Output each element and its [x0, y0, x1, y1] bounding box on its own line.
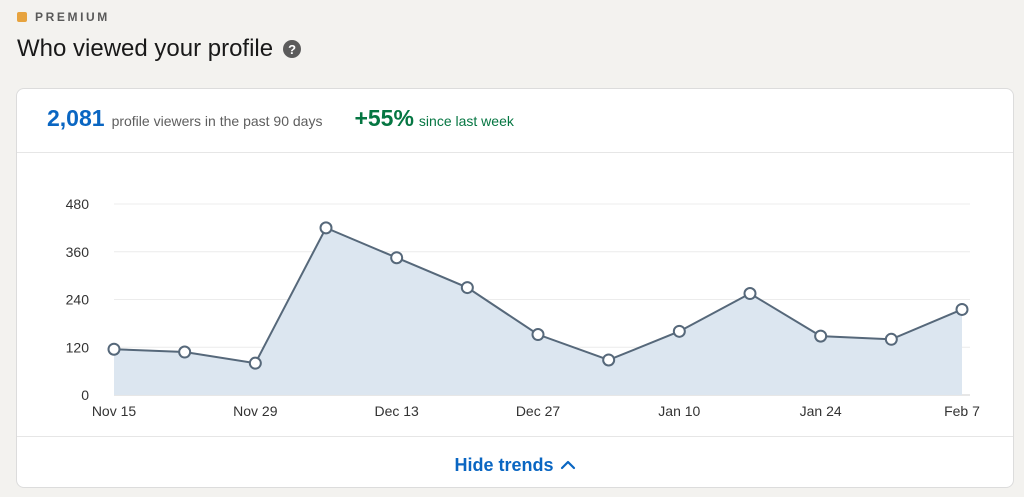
y-tick-label: 480	[66, 196, 90, 212]
data-point	[674, 326, 685, 337]
data-point	[533, 329, 544, 340]
x-tick-label: Feb 7	[944, 403, 980, 419]
y-tick-label: 0	[81, 387, 89, 403]
data-point	[179, 347, 190, 358]
x-tick-label: Jan 24	[800, 403, 842, 419]
question-circle-icon[interactable]: ?	[283, 40, 301, 58]
chevron-up-icon	[560, 457, 576, 473]
profile-views-card: 2,081 profile viewers in the past 90 day…	[16, 88, 1014, 488]
data-point	[957, 304, 968, 315]
y-tick-label: 120	[66, 339, 90, 355]
data-point	[462, 282, 473, 293]
premium-label: PREMIUM	[35, 10, 110, 24]
hide-trends-label: Hide trends	[454, 455, 553, 476]
y-tick-label: 360	[66, 244, 90, 260]
premium-logo-icon	[17, 12, 27, 22]
data-point	[109, 344, 120, 355]
x-tick-label: Dec 13	[374, 403, 419, 419]
x-tick-label: Nov 15	[92, 403, 137, 419]
data-point	[815, 331, 826, 342]
x-tick-label: Nov 29	[233, 403, 278, 419]
data-point	[603, 354, 614, 365]
data-point	[250, 358, 261, 369]
hide-trends-button[interactable]: Hide trends	[17, 448, 1013, 482]
profile-views-chart: 0 120 240 360 480 Nov 15 Nov 29 Dec 13 Dec 27 Jan…	[17, 89, 1013, 435]
data-point	[391, 252, 402, 263]
y-tick-label: 240	[66, 292, 90, 308]
title-row: Who viewed your profile ?	[17, 35, 301, 63]
premium-header: PREMIUM	[17, 10, 110, 24]
data-point	[745, 288, 756, 299]
data-point	[886, 334, 897, 345]
page-title: Who viewed your profile	[17, 35, 273, 63]
series-area	[114, 228, 962, 395]
data-point	[321, 222, 332, 233]
footer-divider	[17, 436, 1013, 437]
x-tick-label: Dec 27	[516, 403, 561, 419]
x-tick-label: Jan 10	[658, 403, 700, 419]
